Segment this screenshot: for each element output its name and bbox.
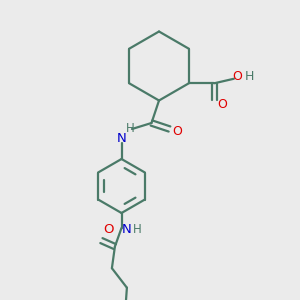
Text: N: N <box>117 131 126 145</box>
Text: O: O <box>232 70 242 83</box>
Text: O: O <box>172 125 182 139</box>
Text: H: H <box>126 122 135 136</box>
Text: H: H <box>133 223 142 236</box>
Text: H: H <box>245 70 254 83</box>
Text: N: N <box>122 223 132 236</box>
Text: O: O <box>217 98 227 111</box>
Text: O: O <box>104 223 114 236</box>
